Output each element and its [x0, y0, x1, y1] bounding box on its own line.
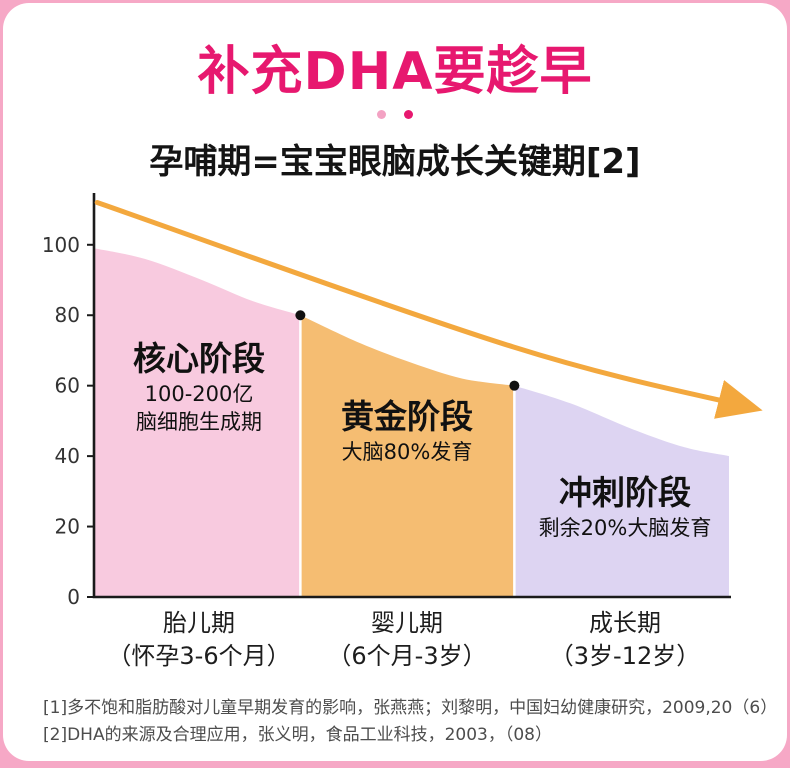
x-label-name: 成长期 — [589, 609, 661, 637]
chart-canvas: 0 20 40 60 80 100 — [42, 193, 763, 609]
footnotes: [1]多不饱和脂肪酸对儿童早期发育的影响，张燕燕；刘黎明，中国妇幼健康研究，20… — [43, 695, 787, 749]
dha-growth-chart: 0 20 40 60 80 100 核心阶段 100-200亿 脑细胞生成期 黄金阶段 大… — [39, 189, 763, 677]
dot-icon — [403, 110, 413, 119]
region-label-sprint-stage: 冲刺阶段 剩余20%大脑发育 — [539, 473, 712, 541]
region-name: 黄金阶段 — [341, 397, 473, 436]
svg-text:80: 80 — [55, 303, 80, 327]
region-desc: 剩余20%大脑发育 — [538, 516, 712, 540]
x-axis-label-infant: 婴儿期 （6个月-3岁） — [327, 607, 486, 673]
footnote: [1]多不饱和脂肪酸对儿童早期发育的影响，张燕燕；刘黎明，中国妇幼健康研究，20… — [43, 698, 778, 718]
page-title: 补充DHA要趁早 — [197, 42, 593, 102]
region-label-core-stage: 核心阶段 100-200亿 脑细胞生成期 — [133, 339, 265, 435]
svg-text:40: 40 — [55, 444, 80, 468]
svg-text:20: 20 — [55, 515, 80, 539]
region-desc: 100-200亿 — [144, 382, 254, 406]
region-label-golden-stage: 黄金阶段 大脑80%发育 — [341, 397, 473, 465]
svg-text:60: 60 — [55, 374, 80, 398]
region-name: 核心阶段 — [133, 339, 265, 378]
x-label-name: 胎儿期 — [162, 609, 235, 637]
svg-text:0: 0 — [67, 585, 80, 609]
x-label-range: （6个月-3岁） — [327, 642, 487, 670]
region-desc: 大脑80%发育 — [341, 440, 473, 464]
x-label-range: （怀孕3-6个月） — [107, 642, 291, 670]
x-label-name: 婴儿期 — [370, 609, 443, 637]
chart-subtitle: 孕哺期=宝宝眼脑成长关键期[2] — [149, 142, 641, 182]
x-axis-label-fetal: 胎儿期 （怀孕3-6个月） — [107, 607, 290, 673]
title-dots — [3, 109, 787, 121]
infographic-card: 补充DHA要趁早 孕哺期=宝宝眼脑成长关键期[2] 0 20 40 60 80 100 核… — [3, 3, 787, 761]
x-axis-label-growth: 成长期 （3岁-12岁） — [550, 607, 700, 673]
region-name: 冲刺阶段 — [559, 473, 691, 512]
footnote: [2]DHA的来源及合理应用，张义明，食品工业科技，2003，（08） — [43, 725, 552, 745]
svg-text:100: 100 — [42, 233, 80, 257]
region-desc: 脑细胞生成期 — [136, 410, 262, 434]
dot-icon — [377, 110, 387, 119]
x-label-range: （3岁-12岁） — [549, 642, 701, 670]
